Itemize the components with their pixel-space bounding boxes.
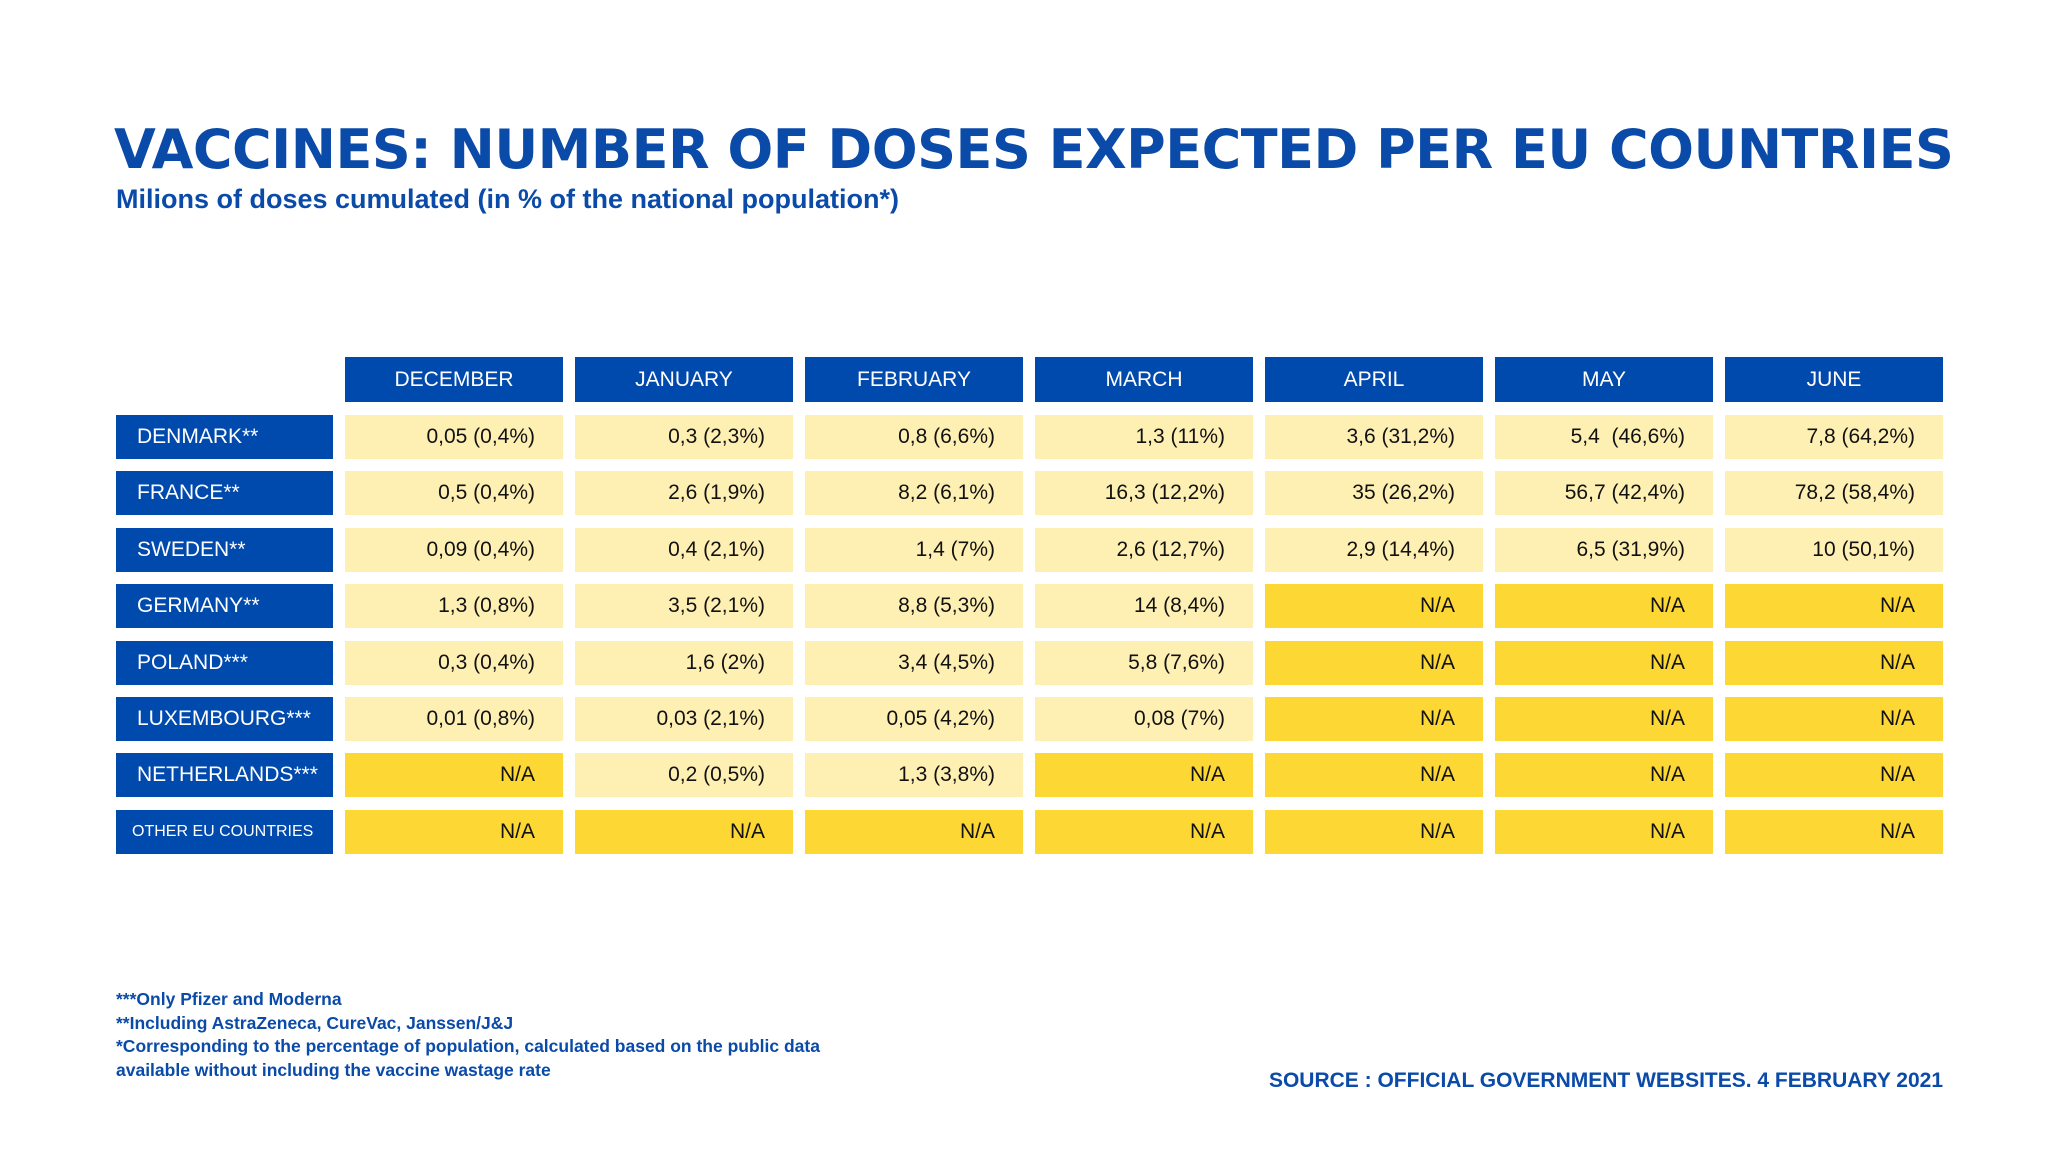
table-cell: N/A: [1725, 640, 1943, 685]
table-cell: N/A: [1035, 753, 1253, 798]
column-header-march: MARCH: [1035, 357, 1253, 402]
column-header-may: MAY: [1495, 357, 1713, 402]
column-header-june: JUNE: [1725, 357, 1943, 402]
table-cell: 0,05 (0,4%): [345, 415, 563, 459]
table-cell: 3,6 (31,2%): [1265, 415, 1483, 459]
table-cell: N/A: [1495, 697, 1713, 741]
row-label: GERMANY**: [116, 584, 333, 629]
table-cell: N/A: [1495, 640, 1713, 685]
table-cell: 0,08 (7%): [1035, 697, 1253, 741]
source-note: SOURCE : OFFICIAL GOVERNMENT WEBSITES. 4…: [1268, 1069, 1943, 1092]
table-cell: N/A: [1035, 809, 1253, 854]
footnote: available without including the vaccine …: [116, 1059, 551, 1080]
table-cell: 1,6 (2%): [575, 640, 793, 685]
footnote: *Corresponding to the percentage of popu…: [116, 1036, 820, 1056]
row-label: FRANCE**: [116, 471, 333, 516]
table-cell: 0,09 (0,4%): [345, 527, 563, 572]
table-cell: 1,3 (11%): [1035, 415, 1253, 459]
table-cell: 3,4 (4,5%): [805, 640, 1023, 685]
table-cell: 14 (8,4%): [1035, 584, 1253, 629]
column-header-april: APRIL: [1265, 357, 1483, 402]
row-label: SWEDEN**: [116, 527, 333, 572]
column-header-december: DECEMBER: [345, 357, 563, 402]
table-cell: 8,2 (6,1%): [805, 471, 1023, 516]
row-label: LUXEMBOURG***: [116, 697, 333, 741]
table-cell: 0,4 (2,1%): [575, 527, 793, 572]
row-label: DENMARK**: [116, 415, 333, 459]
row-label: NETHERLANDS***: [116, 753, 333, 798]
table-cell: N/A: [1725, 753, 1943, 798]
table-cell: 0,8 (6,6%): [805, 415, 1023, 459]
table-cell: 35 (26,2%): [1265, 471, 1483, 516]
column-header-january: JANUARY: [575, 357, 793, 402]
table-cell: 2,6 (12,7%): [1035, 527, 1253, 572]
table-cell: N/A: [1725, 809, 1943, 854]
table-cell: N/A: [805, 809, 1023, 854]
table-cell: N/A: [1265, 640, 1483, 685]
table-cell: 2,9 (14,4%): [1265, 527, 1483, 572]
footnote: ***Only Pfizer and Moderna: [116, 989, 342, 1009]
table-cell: 0,03 (2,1%): [575, 697, 793, 741]
table-cell: 1,4 (7%): [805, 527, 1023, 572]
row-label: OTHER EU COUNTRIES: [116, 809, 333, 854]
table-cell: 6,5 (31,9%): [1495, 527, 1713, 572]
table-cell: 0,2 (0,5%): [575, 753, 793, 798]
table-cell: N/A: [575, 809, 793, 854]
table-cell: 10 (50,1%): [1725, 527, 1943, 572]
table-cell: N/A: [345, 809, 563, 854]
table-cell: N/A: [1495, 809, 1713, 854]
table-cell: 0,01 (0,8%): [345, 697, 563, 741]
table-cell: 5,8 (7,6%): [1035, 640, 1253, 685]
table-cell: N/A: [1495, 584, 1713, 629]
footnote: **Including AstraZeneca, CureVac, Jansse…: [116, 1012, 514, 1033]
table-cell: 0,5 (0,4%): [345, 471, 563, 516]
table-cell: 1,3 (0,8%): [345, 584, 563, 629]
table-cell: N/A: [345, 753, 563, 798]
table-cell: 0,3 (2,3%): [575, 415, 793, 459]
table-cell: 7,8 (64,2%): [1725, 415, 1943, 459]
column-header-february: FEBRUARY: [805, 357, 1023, 402]
page-subtitle: Milions of doses cumulated (in % of the …: [116, 184, 899, 214]
table-cell: 8,8 (5,3%): [805, 584, 1023, 629]
table-cell: 78,2 (58,4%): [1725, 471, 1943, 516]
table-cell: N/A: [1265, 809, 1483, 854]
table-cell: 16,3 (12,2%): [1035, 471, 1253, 516]
table-cell: N/A: [1265, 697, 1483, 741]
row-label: POLAND***: [116, 640, 333, 685]
table-cell: N/A: [1495, 753, 1713, 798]
table-cell: N/A: [1265, 753, 1483, 798]
page-title: VACCINES: NUMBER OF DOSES EXPECTED PER E…: [114, 118, 1954, 181]
table-cell: 56,7 (42,4%): [1495, 471, 1713, 516]
table-cell: 1,3 (3,8%): [805, 753, 1023, 798]
table-cell: N/A: [1725, 697, 1943, 741]
table-cell: 5,4 (46,6%): [1495, 415, 1713, 459]
table-cell: 0,3 (0,4%): [345, 640, 563, 685]
table-cell: N/A: [1725, 584, 1943, 629]
footnotes: ***Only Pfizer and Moderna **Including A…: [116, 988, 820, 1082]
table-cell: 0,05 (4,2%): [805, 697, 1023, 741]
table-cell: 2,6 (1,9%): [575, 471, 793, 516]
table-cell: N/A: [1265, 584, 1483, 629]
table-cell: 3,5 (2,1%): [575, 584, 793, 629]
